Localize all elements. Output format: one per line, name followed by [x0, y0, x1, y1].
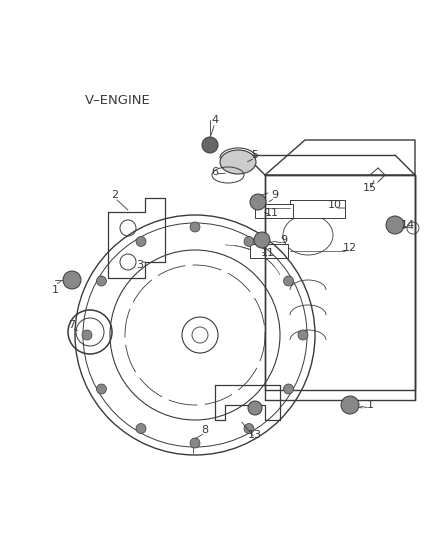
Ellipse shape [190, 222, 200, 232]
Text: 4: 4 [212, 115, 219, 125]
Ellipse shape [220, 150, 256, 174]
Ellipse shape [244, 237, 254, 246]
Text: 6: 6 [212, 167, 219, 177]
Text: 9: 9 [280, 235, 288, 245]
Text: 13: 13 [248, 430, 262, 440]
Text: 1: 1 [367, 400, 374, 410]
Ellipse shape [96, 276, 106, 286]
Text: 11: 11 [261, 248, 275, 258]
Text: 11: 11 [265, 208, 279, 218]
Text: 2: 2 [111, 190, 119, 200]
Bar [290, 200, 345, 218]
Text: 14: 14 [401, 220, 415, 230]
Text: 7: 7 [68, 320, 76, 330]
Text: 15: 15 [363, 183, 377, 193]
Ellipse shape [341, 396, 359, 414]
Text: 12: 12 [343, 243, 357, 253]
Ellipse shape [96, 384, 106, 394]
Ellipse shape [63, 271, 81, 289]
Bar [250, 244, 288, 258]
Bar [255, 204, 293, 218]
Text: 9: 9 [272, 190, 279, 200]
Text: 3: 3 [137, 260, 144, 270]
Ellipse shape [248, 401, 262, 415]
Ellipse shape [244, 424, 254, 433]
Ellipse shape [283, 276, 293, 286]
Text: 5: 5 [251, 150, 258, 160]
Text: 8: 8 [201, 425, 208, 435]
Ellipse shape [202, 137, 218, 153]
Text: 10: 10 [328, 200, 342, 210]
Ellipse shape [254, 232, 270, 248]
Ellipse shape [250, 194, 266, 210]
Text: V–ENGINE: V–ENGINE [85, 93, 151, 107]
Ellipse shape [136, 424, 146, 433]
Ellipse shape [298, 330, 308, 340]
Ellipse shape [136, 237, 146, 246]
Ellipse shape [82, 330, 92, 340]
Ellipse shape [386, 216, 404, 234]
Ellipse shape [190, 438, 200, 448]
Ellipse shape [283, 384, 293, 394]
Text: 1: 1 [52, 285, 59, 295]
